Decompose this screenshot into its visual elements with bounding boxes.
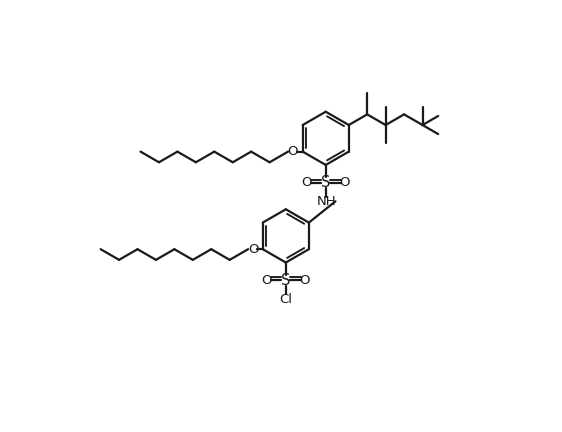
Text: Cl: Cl xyxy=(279,293,292,306)
Text: O: O xyxy=(301,176,312,189)
Text: O: O xyxy=(288,145,298,158)
Text: O: O xyxy=(261,274,272,287)
Text: NH: NH xyxy=(317,195,337,208)
Text: O: O xyxy=(300,274,310,287)
Text: S: S xyxy=(321,175,330,190)
Text: O: O xyxy=(248,243,259,256)
Text: O: O xyxy=(339,176,350,189)
Text: S: S xyxy=(281,273,291,288)
